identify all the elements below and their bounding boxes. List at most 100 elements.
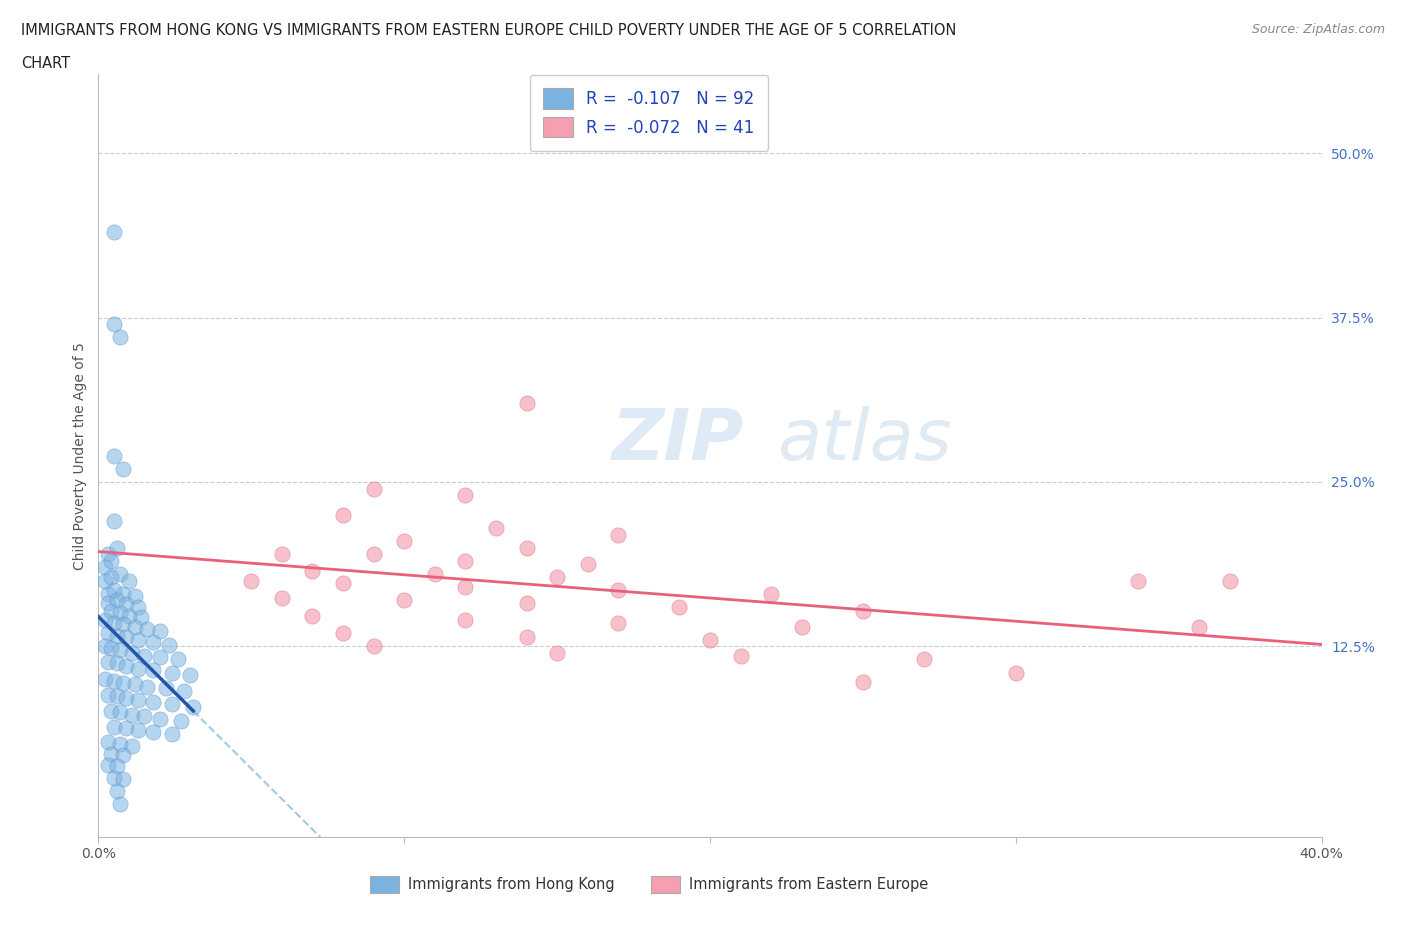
Point [100,703,122,718]
Point [142,662,165,677]
Point [730,648,752,663]
Point [108,705,131,720]
Point [546,645,568,660]
Point [108,737,131,751]
Point [301,564,323,578]
Point [454,487,477,502]
Point [103,582,125,597]
Point [179,668,201,683]
Point [97,735,120,750]
Text: CHART: CHART [21,56,70,71]
Point [136,622,159,637]
Point [516,630,538,644]
Point [115,721,138,736]
Point [516,395,538,410]
Point [142,635,165,650]
Point [699,632,721,647]
Point [454,579,477,594]
Point [105,689,128,704]
Point [576,556,599,571]
Point [332,576,354,591]
Point [97,757,120,772]
Point [127,723,149,737]
Point [111,772,134,787]
Point [270,591,292,605]
Point [363,481,385,496]
Point [392,593,416,608]
Point [124,589,146,604]
Point [97,586,120,601]
Point [363,547,385,562]
Point [136,680,159,695]
Point [118,608,141,623]
Point [103,616,125,631]
Point [134,709,156,724]
Point [1004,665,1026,680]
Point [97,595,120,610]
Point [115,690,138,705]
Point [103,673,125,688]
Point [790,619,813,634]
Point [121,738,143,753]
Point [332,508,354,523]
Point [111,617,134,631]
Point [332,626,354,641]
Point [181,699,204,714]
Y-axis label: Child Poverty Under the Age of 5: Child Poverty Under the Age of 5 [73,341,87,570]
Point [108,330,131,345]
Point [157,638,180,653]
Text: Source: ZipAtlas.com: Source: ZipAtlas.com [1251,23,1385,36]
Point [546,569,568,584]
Point [105,540,128,555]
Point [516,595,538,610]
Point [607,616,630,631]
Point [127,693,149,708]
Point [97,626,120,641]
Point [100,640,122,655]
Point [607,582,630,597]
Point [103,225,125,240]
Point [1219,573,1241,588]
Point [108,643,131,658]
Point [97,655,120,670]
Point [100,604,122,618]
Point [97,687,120,702]
Point [124,619,146,634]
Point [607,527,630,542]
Point [167,652,190,667]
Point [124,677,146,692]
Point [912,652,935,667]
Text: ZIP: ZIP [612,406,744,475]
Point [1128,573,1150,588]
Point [170,714,193,729]
Point [105,656,128,671]
Point [93,671,115,686]
Point [103,317,125,332]
Point [103,719,125,734]
Point [103,770,125,785]
Point [115,630,138,644]
Point [93,613,115,628]
Point [149,649,172,664]
Point [240,573,263,588]
Point [121,708,143,723]
Point [149,711,172,726]
Point [392,534,416,549]
Point [105,784,128,799]
Point [173,684,195,698]
Point [423,566,446,581]
Point [100,553,122,568]
Point [301,608,323,623]
Point [111,676,134,691]
Point [149,623,172,638]
Point [93,639,115,654]
Point [105,593,128,608]
Text: atlas: atlas [778,406,952,475]
Point [127,632,149,647]
Point [121,645,143,660]
Point [111,461,134,476]
Point [160,665,183,680]
Point [103,448,125,463]
Point [97,547,120,562]
Point [111,748,134,763]
